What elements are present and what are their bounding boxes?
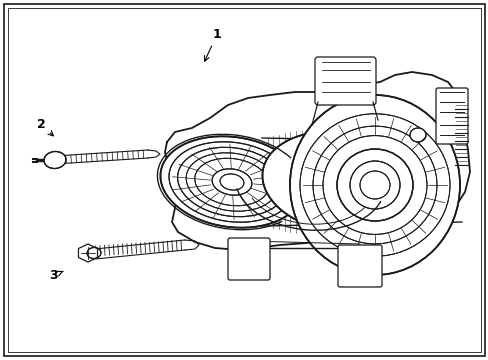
- Ellipse shape: [194, 158, 269, 206]
- Ellipse shape: [336, 149, 412, 221]
- Ellipse shape: [323, 136, 426, 234]
- Text: 1: 1: [204, 28, 221, 61]
- Text: 2: 2: [37, 118, 53, 136]
- Ellipse shape: [349, 161, 399, 209]
- Ellipse shape: [186, 153, 277, 211]
- FancyBboxPatch shape: [435, 88, 467, 144]
- Ellipse shape: [236, 249, 262, 271]
- FancyBboxPatch shape: [227, 238, 269, 280]
- Ellipse shape: [44, 152, 66, 168]
- Ellipse shape: [289, 95, 459, 275]
- Ellipse shape: [177, 147, 286, 217]
- Ellipse shape: [220, 174, 244, 190]
- Polygon shape: [78, 244, 97, 262]
- FancyBboxPatch shape: [337, 245, 381, 287]
- Ellipse shape: [87, 247, 101, 258]
- Ellipse shape: [346, 256, 372, 278]
- Ellipse shape: [312, 126, 436, 244]
- Ellipse shape: [160, 136, 303, 228]
- Ellipse shape: [335, 71, 359, 91]
- Ellipse shape: [448, 103, 460, 113]
- Ellipse shape: [262, 131, 417, 233]
- FancyBboxPatch shape: [314, 57, 375, 105]
- Ellipse shape: [409, 128, 425, 142]
- Ellipse shape: [212, 169, 251, 195]
- Text: 3: 3: [49, 269, 63, 282]
- Ellipse shape: [359, 171, 389, 199]
- Ellipse shape: [448, 113, 460, 123]
- Ellipse shape: [299, 114, 449, 256]
- Ellipse shape: [169, 142, 294, 222]
